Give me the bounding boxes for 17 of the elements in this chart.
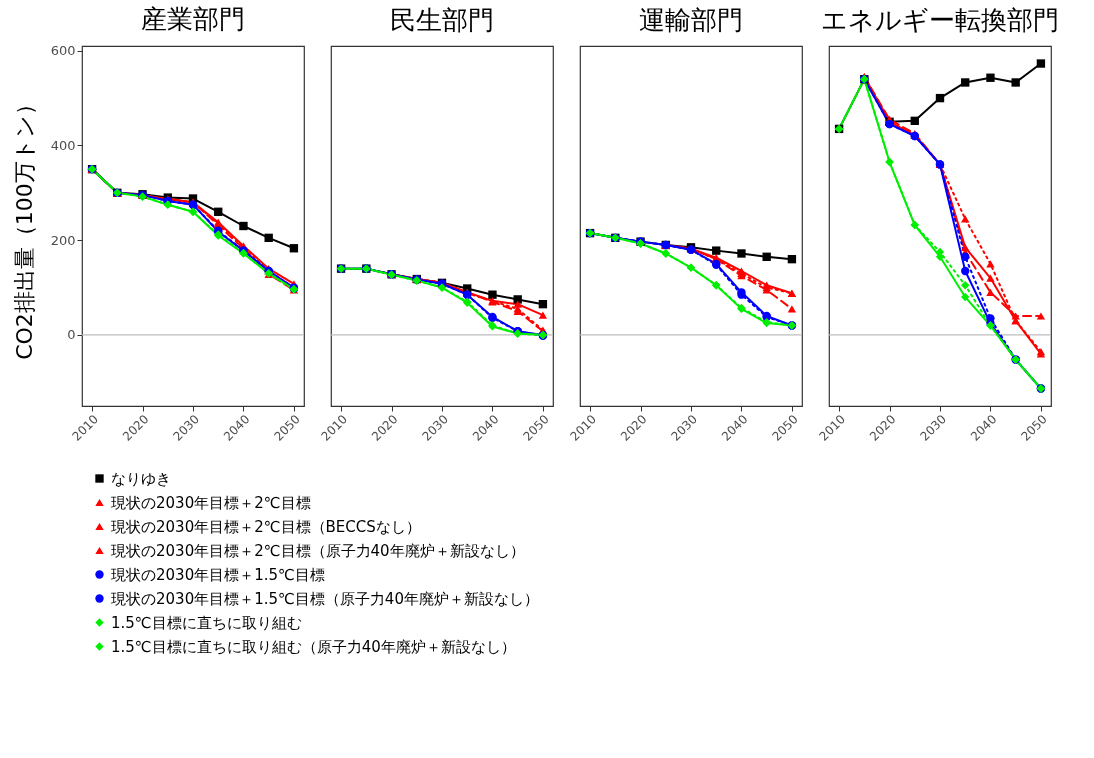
legend-label: 現状の2030年目標＋2℃目標（原子力40年廃炉＋新設なし） xyxy=(111,541,525,560)
chart-title: エネルギー転換部門 xyxy=(821,5,1059,35)
legend-label: 現状の2030年目標＋1.5℃目標 xyxy=(111,565,325,584)
legend-label: 1.5℃目標に直ちに取り組む xyxy=(111,613,302,632)
y-tick-label: 200 xyxy=(50,232,76,248)
legend-label: 現状の2030年目標＋1.5℃目標（原子力40年廃炉＋新設なし） xyxy=(111,589,539,608)
chart-title: 運輸部門 xyxy=(639,5,743,35)
y-axis-title: CO2排出量（100万トン） xyxy=(11,93,37,360)
y-tick-label: 400 xyxy=(50,137,76,153)
y-tick-label: 0 xyxy=(67,327,76,343)
chart-title: 産業部門 xyxy=(141,3,245,34)
legend-label: 現状の2030年目標＋2℃目標（BECCSなし） xyxy=(111,517,421,536)
y-tick-label: 600 xyxy=(50,43,76,59)
legend-label: 現状の2030年目標＋2℃目標 xyxy=(111,493,311,512)
legend-label: 1.5℃目標に直ちに取り組む（原子力40年廃炉＋新設なし） xyxy=(111,637,516,656)
chart-title: 民生部門 xyxy=(390,5,494,35)
legend-label: なりゆき xyxy=(111,469,171,488)
